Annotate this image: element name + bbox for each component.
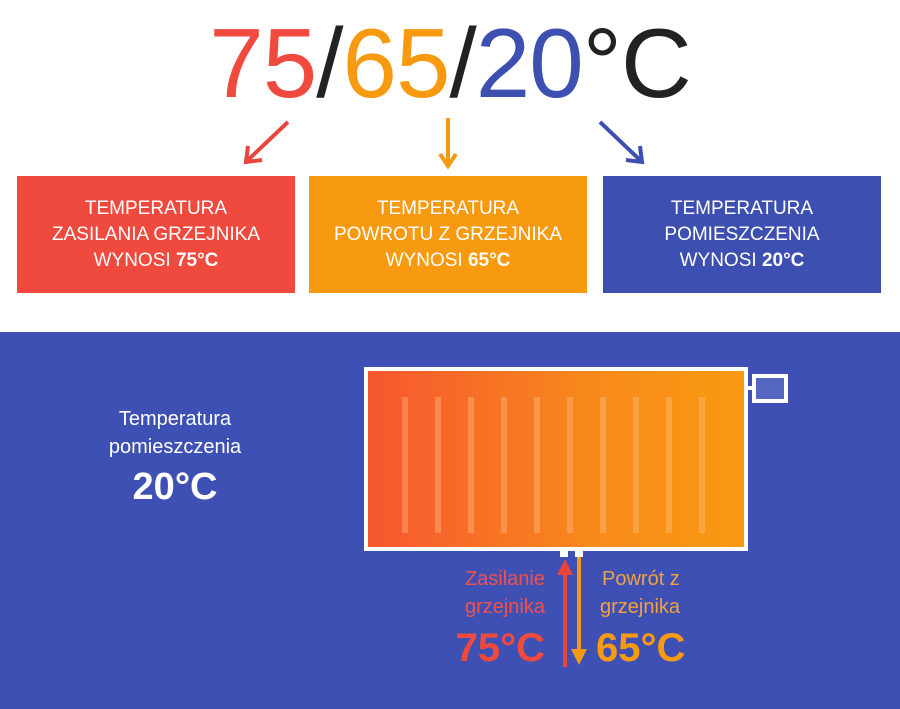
temperature-heading: 75/65/20°C (0, 8, 900, 118)
box-line: WYNOSI (679, 249, 762, 271)
supply-temp: 75 (209, 8, 317, 118)
radiator (364, 367, 748, 551)
return-value: 65°C (596, 626, 686, 670)
unit: °C (582, 8, 692, 118)
box-line: WYNOSI (93, 249, 176, 271)
return-label-line: grzejnika (600, 596, 681, 618)
box-value: 20°C (761, 249, 805, 271)
box-line: POMIESZCZENIA (664, 223, 820, 245)
room-value: 20°C (132, 466, 218, 508)
supply-arrow-icon (557, 559, 573, 667)
separator: / (316, 8, 343, 118)
supply-info-box: TEMPERATURA ZASILANIA GRZEJNIKA WYNOSI 7… (17, 176, 295, 293)
room-label-line: pomieszczenia (108, 436, 242, 458)
box-line: WYNOSI (385, 249, 468, 271)
thermostat-valve-icon (752, 374, 788, 403)
return-info-box: TEMPERATURA POWROTU Z GRZEJNIKA WYNOSI 6… (309, 176, 587, 293)
flow-arrows (557, 557, 587, 667)
room-label: Temperatura pomieszczenia 20°C (60, 405, 290, 513)
box-line: TEMPERATURA (84, 197, 228, 219)
box-line: TEMPERATURA (376, 197, 520, 219)
separator: / (449, 8, 477, 118)
arrows (243, 118, 645, 170)
box-line: POWROTU Z GRZEJNIKA (334, 223, 562, 245)
box-value: 75°C (175, 249, 219, 271)
room-info-box: TEMPERATURA POMIESZCZENIA WYNOSI 20°C (603, 176, 881, 293)
supply-label: Zasilanie grzejnika 75°C (420, 565, 545, 675)
valve-connector (744, 386, 754, 390)
return-label: Powrót z grzejnika 65°C (596, 565, 726, 675)
room-label-line: Temperatura (118, 408, 232, 430)
arrow-icon-room (598, 120, 645, 165)
box-line: ZASILANIA GRZEJNIKA (52, 223, 260, 245)
box-value: 65°C (467, 249, 511, 271)
supply-value: 75°C (455, 626, 545, 670)
pipe-connector (575, 551, 583, 557)
arrow-icon-supply (243, 120, 290, 165)
supply-label-line: Zasilanie (464, 568, 545, 590)
arrow-icon-return (438, 118, 458, 170)
supply-label-line: grzejnika (464, 596, 545, 618)
room-temp: 20 (475, 8, 584, 118)
box-line: TEMPERATURA (670, 197, 814, 219)
return-label-line: Powrót z (602, 568, 680, 590)
pipe-connector (560, 551, 568, 557)
return-arrow-icon (571, 557, 587, 665)
return-temp: 65 (342, 8, 451, 118)
